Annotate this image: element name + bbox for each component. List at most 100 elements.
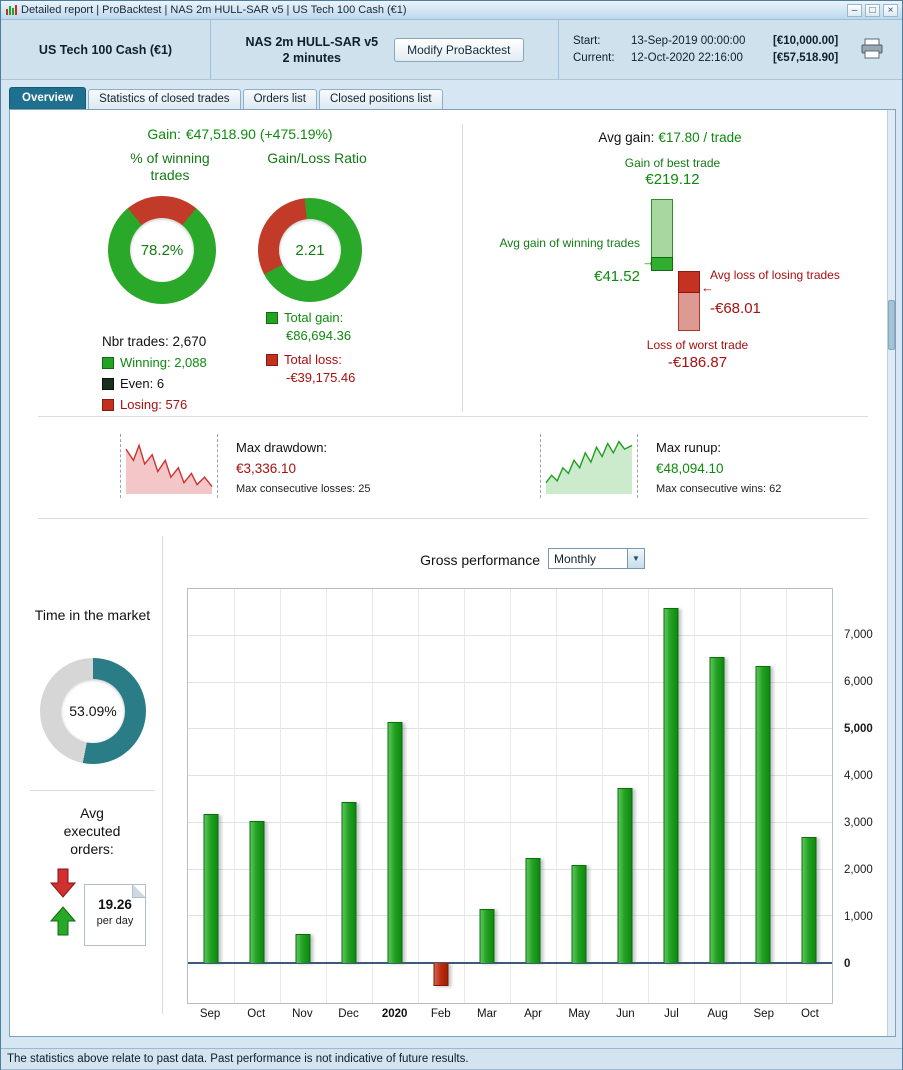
avg-win-value: €41.52 xyxy=(594,268,640,285)
x-axis-labels: Sep Oct Nov Dec 2020 Feb Mar Apr May Jun Jul Aug Sep… xyxy=(187,1008,833,1020)
worst-trade-bar xyxy=(678,271,700,331)
avg-gain-label: Avg gain: xyxy=(598,130,655,145)
overview-panel: Gain: €47,518.90 (+475.19%) % of winning … xyxy=(9,109,896,1037)
strategy-block: NAS 2m HULL-SAR v5 2 minutes xyxy=(245,34,378,66)
runup-sparkline-icon xyxy=(540,434,638,498)
current-datetime: 12-Oct-2020 22:16:00 xyxy=(631,51,743,64)
vertical-scrollbar[interactable] xyxy=(887,110,895,1036)
top-section-divider xyxy=(462,124,463,412)
chart-bar xyxy=(571,865,587,964)
modify-probacktest-button[interactable]: Modify ProBacktest xyxy=(394,37,524,62)
x-tick-label: Feb xyxy=(430,1008,451,1020)
current-label: Current: xyxy=(573,51,615,64)
best-trade-bar xyxy=(651,199,673,271)
chart-bar xyxy=(755,666,771,964)
scrollbar-thumb[interactable] xyxy=(888,300,895,350)
sell-arrow-icon xyxy=(50,868,76,898)
winning-swatch xyxy=(102,356,114,369)
gain-value: €47,518.90 (+475.19%) xyxy=(185,126,333,142)
bottom-section-divider xyxy=(162,536,163,1014)
maximize-button[interactable]: □ xyxy=(865,3,880,17)
legend-losing: Losing: 576 xyxy=(102,397,207,412)
y-axis-labels: 7,000 6,000 5,000 4,000 3,000 2,000 1,000 0 xyxy=(836,588,886,1004)
x-tick-label: Jul xyxy=(664,1008,679,1020)
gain-loss-ratio-donut: 2.21 xyxy=(258,198,362,302)
print-icon[interactable] xyxy=(860,38,884,60)
strategy-name: NAS 2m HULL-SAR v5 xyxy=(245,34,379,49)
x-tick-label: Oct xyxy=(247,1008,266,1020)
chart-bar xyxy=(249,820,265,964)
current-equity: [€57,518.90] xyxy=(773,51,839,64)
gridline-v xyxy=(510,589,511,1003)
chevron-down-icon[interactable]: ▼ xyxy=(627,549,644,568)
consecutive-losses: Max consecutive losses: 25 xyxy=(236,483,371,495)
winning-pct-value: 78.2% xyxy=(140,241,184,259)
x-tick-label: Apr xyxy=(524,1008,542,1020)
drawdown-label: Max drawdown: xyxy=(236,440,328,455)
avg-orders-unit: per day xyxy=(96,915,134,927)
y-tick-label: 4,000 xyxy=(844,770,873,783)
worst-trade-label: Loss of worst trade xyxy=(646,338,749,352)
instrument-panel: US Tech 100 Cash (€1) xyxy=(1,20,211,79)
drawdown-stats: Max drawdown: €3,336.10 Max consecutive … xyxy=(236,440,371,495)
tab-overview[interactable]: Overview xyxy=(9,87,87,109)
avg-orders-value: 19.26 xyxy=(98,897,132,912)
x-tick-label: Dec xyxy=(338,1008,359,1020)
worst-trade-value: -€186.87 xyxy=(667,354,728,371)
avg-orders-title: Avg executed orders: xyxy=(63,805,121,857)
dates-panel: Start: 13-Sep-2019 00:00:00 [€10,000.00]… xyxy=(559,20,902,79)
tab-strip: Overview Statistics of closed trades Ord… xyxy=(9,87,443,109)
avg-loss-segment xyxy=(678,271,700,293)
avg-loss-arrow-icon: ← xyxy=(701,280,714,295)
buy-arrow-icon xyxy=(50,906,76,936)
gridline-v xyxy=(785,589,787,1003)
tab-orders-list[interactable]: Orders list xyxy=(242,89,317,109)
drawdown-value: €3,336.10 xyxy=(236,461,297,476)
chart-bar xyxy=(709,656,725,964)
tab-closed-positions-list[interactable]: Closed positions list xyxy=(318,89,443,109)
chart-bar xyxy=(341,801,357,964)
disclaimer-text: The statistics above relate to past data… xyxy=(7,1053,469,1065)
avg-win-arrow-icon: → xyxy=(642,254,655,269)
window-title: Detailed report | ProBacktest | NAS 2m H… xyxy=(21,4,407,16)
total-gain-label: Total gain: xyxy=(284,310,344,325)
avg-gain-summary: Avg gain: €17.80 / trade xyxy=(470,130,870,145)
x-tick-label: Jun xyxy=(616,1008,635,1020)
tab-statistics-of-closed-trades[interactable]: Statistics of closed trades xyxy=(88,89,241,109)
winning-pct-title: % of winning trades xyxy=(130,150,210,183)
consecutive-wins: Max consecutive wins: 62 xyxy=(656,483,782,495)
x-tick-label: Sep xyxy=(199,1008,221,1020)
chart-bar xyxy=(387,722,403,964)
start-label: Start: xyxy=(573,34,601,47)
gross-performance-label: Gross performance xyxy=(420,552,540,568)
gridline-v xyxy=(556,589,557,1003)
x-tick-label: Mar xyxy=(477,1008,497,1020)
period-selected-value[interactable]: Monthly xyxy=(554,551,597,566)
x-tick-label: May xyxy=(568,1008,591,1020)
performance-plot xyxy=(187,588,833,1004)
period-dropdown[interactable]: Monthly ▼ xyxy=(548,548,645,569)
strategy-timeframe: 2 minutes xyxy=(282,50,341,65)
gain-loss-ratio-value: 2.21 xyxy=(295,241,325,259)
even-count: Even: 6 xyxy=(120,376,165,391)
gridline-v xyxy=(372,589,373,1003)
title-bar: Detailed report | ProBacktest | NAS 2m H… xyxy=(1,1,902,20)
best-trade-value: €219.12 xyxy=(645,171,700,188)
total-gain-swatch xyxy=(266,311,278,324)
totals: Total gain: €86,694.36 Total loss: -€39,… xyxy=(266,310,355,394)
winning-count: Winning: 2,088 xyxy=(120,355,207,370)
gain-label: Gain: xyxy=(147,126,181,142)
time-in-market-title: Time in the market xyxy=(34,607,151,623)
runup-label: Max runup: xyxy=(656,440,722,455)
trade-counts: Nbr trades: 2,670 Winning: 2,088 Even: 6… xyxy=(102,334,207,412)
minimize-button[interactable]: – xyxy=(847,3,862,17)
avg-orders-widget: 19.26 per day xyxy=(50,862,150,954)
x-tick-label: Nov xyxy=(292,1008,313,1020)
best-trade-label: Gain of best trade xyxy=(624,156,721,170)
close-button[interactable]: × xyxy=(883,3,898,17)
gain-loss-ratio-title: Gain/Loss Ratio xyxy=(267,150,367,166)
x-tick-label: Aug xyxy=(707,1008,728,1020)
avg-loss-value: -€68.01 xyxy=(710,300,761,317)
start-datetime: 13-Sep-2019 00:00:00 xyxy=(631,34,746,47)
gridline-v xyxy=(740,589,741,1003)
